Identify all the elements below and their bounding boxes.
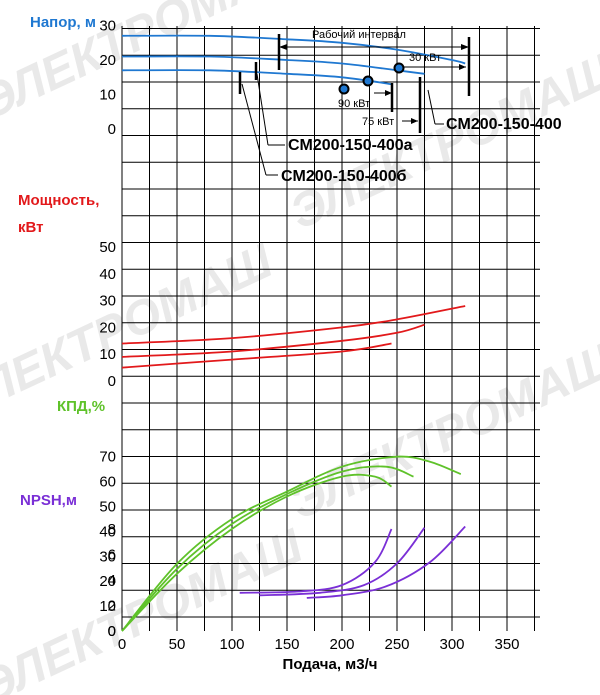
x-tick-label: 200 [329,636,354,653]
npsh-curve-400a [259,527,426,597]
eff-curve-400b [121,473,393,632]
power-y-tick-label: 50 [99,239,116,256]
npsh-y-tick-label: 8 [108,521,116,538]
npsh-y-tick-label: 2 [108,598,116,615]
power-axis-title: Мощность, кВт [18,192,104,236]
head-curve-400b [121,69,392,86]
working-range-label: Рабочий интервал [312,29,406,41]
eff-axis-title: КПД,% [57,398,105,415]
npsh-axis-title: NPSH,м [20,492,77,509]
head-curve-400a [121,55,425,75]
power-y-tick-label: 40 [99,266,116,283]
x-tick-label: 0 [118,636,126,653]
eff-y-tick-label: 50 [99,499,116,516]
power-y-tick-label: 10 [99,346,116,363]
head-y-tick-label: 20 [99,52,116,69]
head-y-tick-label: 10 [99,87,116,104]
arrow-head [411,118,418,124]
x-tick-label: 50 [169,636,186,653]
eff-y-tick-label: 60 [99,474,116,491]
head-annotations: Рабочий интервал 30 кВт 90 кВт 75 кВт CM… [238,29,562,185]
x-tick-label: 150 [274,636,299,653]
x-tick-label: 100 [219,636,244,653]
power-axis-title-line1: Мощность, [18,192,99,209]
arrow-head-left [279,44,287,50]
eff-y-tick-label: 70 [99,449,116,466]
x-axis-label: Подача, м3/ч [283,656,378,673]
x-tick-label: 250 [384,636,409,653]
power-axis-title-line2: кВт [18,219,44,236]
model-label-400: CM200-150-400 [446,116,562,133]
head-y-tick-label: 0 [108,121,116,138]
eff-curve-400a [121,465,414,632]
power-curve-400a [121,323,425,358]
head-y-tick-label: 30 [99,18,116,35]
power-75-label: 75 кВт [362,116,394,128]
watermark-text: ЭЛЕКТРОМАШ [0,519,312,695]
arrow-head [385,90,392,96]
npsh-y-tick-label: 4 [108,572,116,589]
arrow-head [459,64,466,70]
eff-y-tick-label: 40 [99,523,116,540]
power-y-tick-label: 30 [99,293,116,310]
npsh-curve-400 [306,525,466,599]
head-axis-title: Напор, м [30,14,96,31]
npsh-y-tick-label: 6 [108,547,116,564]
power-curve-400b [121,342,392,369]
tick-labels: 0 50 100 150 200 250 300 3500102030010203040500… [99,18,519,654]
npsh-curve-400b [239,528,393,594]
eff-y-tick-label: 30 [99,548,116,565]
leader-400 [427,89,436,125]
model-label-400a: CM200-150-400a [288,137,413,154]
power-y-tick-label: 20 [99,319,116,336]
grid [121,26,540,631]
power-90-label: 90 кВт [338,98,370,110]
bep-marker-400 [393,62,405,74]
eff-y-tick-label: 20 [99,573,116,590]
head-curve-400 [121,34,466,65]
eff-y-tick-label: 10 [99,598,116,615]
bep-marker-400b [338,83,350,95]
leader-400b [241,83,267,176]
leader-400a [256,73,269,146]
power-30-label: 30 кВт [409,52,441,64]
npsh-y-tick-label: 0 [108,623,116,640]
power-curve-400 [121,305,466,345]
bep-marker-400a [362,75,374,87]
watermark-text: ЭЛЕКТРОМАШ [0,234,282,430]
watermark-text: ЭЛЕКТРОМАШ [282,334,600,530]
arrow-head-right [461,44,469,50]
model-label-400b: CM200-150-400б [281,168,407,185]
x-tick-label: 350 [494,636,519,653]
x-tick-label: 300 [439,636,464,653]
eff-y-tick-label: 0 [108,623,116,640]
power-y-tick-label: 0 [108,373,116,390]
eff-curve-400 [121,455,462,632]
